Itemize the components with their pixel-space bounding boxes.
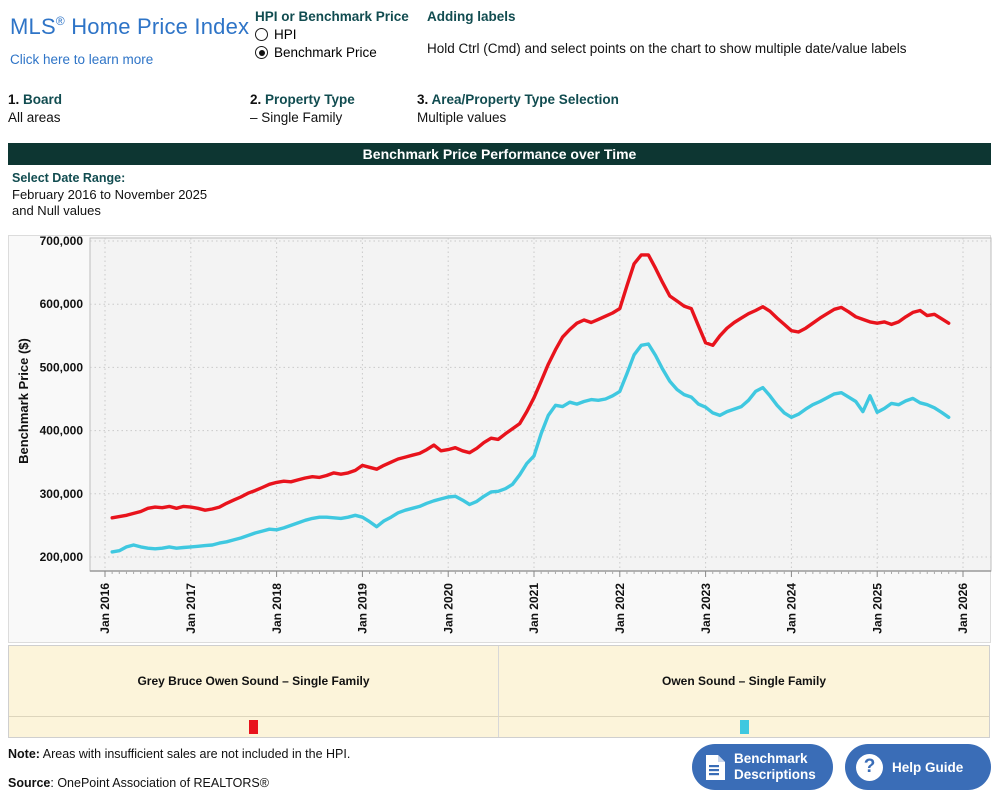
help-guide-button[interactable]: ? Help Guide xyxy=(845,744,991,790)
benchmark-price-chart[interactable]: Benchmark Price ($) 200,000 300,000 400,00… xyxy=(8,235,992,644)
y-axis-tick-labels: 200,000 300,000 400,000 500,000 600,000 700,0… xyxy=(40,236,84,564)
series-line-grey-bruce-owen-sound[interactable] xyxy=(110,253,951,520)
step-value: Multiple values xyxy=(417,110,507,125)
x-axis xyxy=(90,570,991,577)
step-board[interactable]: 1. Board All areas xyxy=(8,92,62,125)
svg-text:Jan 2024: Jan 2024 xyxy=(785,583,799,634)
step-label: Area/Property Type Selection xyxy=(431,92,619,107)
step-property-type[interactable]: 2. Property Type – Single Family xyxy=(250,92,355,125)
radio-button-icon[interactable] xyxy=(255,28,268,41)
button-label: Help Guide xyxy=(892,759,964,775)
step-label: Property Type xyxy=(265,92,355,107)
radio-option-benchmark-price[interactable]: Benchmark Price xyxy=(255,45,409,60)
date-range-heading: Select Date Range: xyxy=(12,171,126,185)
step-label: Board xyxy=(23,92,63,107)
svg-text:Jan 2020: Jan 2020 xyxy=(441,583,455,634)
radio-button-icon[interactable] xyxy=(255,46,268,59)
adding-labels-help: Adding labels Hold Ctrl (Cmd) and select… xyxy=(427,9,987,56)
step-number: 1. xyxy=(8,92,20,107)
radio-option-hpi[interactable]: HPI xyxy=(255,27,409,42)
svg-text:400,000: 400,000 xyxy=(40,424,84,438)
page-title: MLS® Home Price Index xyxy=(10,14,250,39)
legend-swatch-cell[interactable] xyxy=(499,716,989,737)
learn-more-link[interactable]: Click here to learn more xyxy=(10,52,154,67)
svg-text:200,000: 200,000 xyxy=(40,550,84,564)
chart-legend: Grey Bruce Owen Sound – Single Family Ow… xyxy=(8,645,990,738)
step-value: – Single Family xyxy=(250,110,343,125)
date-range-filter[interactable]: Select Date Range: February 2016 to Nove… xyxy=(12,171,207,219)
plot-area[interactable] xyxy=(89,237,992,572)
button-label: Benchmark Descriptions xyxy=(734,751,816,782)
svg-text:600,000: 600,000 xyxy=(40,297,84,311)
step-area-selection[interactable]: 3. Area/Property Type Selection Multiple… xyxy=(417,92,619,125)
svg-text:Jan 2022: Jan 2022 xyxy=(613,583,627,634)
gridlines xyxy=(90,238,991,571)
svg-text:Jan 2016: Jan 2016 xyxy=(98,583,112,634)
svg-text:700,000: 700,000 xyxy=(40,236,84,248)
svg-text:300,000: 300,000 xyxy=(40,487,84,501)
step-number: 3. xyxy=(417,92,429,107)
step-number: 2. xyxy=(250,92,262,107)
svg-text:500,000: 500,000 xyxy=(40,360,84,374)
svg-text:Jan 2021: Jan 2021 xyxy=(527,583,541,634)
svg-text:Jan 2025: Jan 2025 xyxy=(870,583,884,634)
adding-labels-instruction: Hold Ctrl (Cmd) and select points on the… xyxy=(427,41,907,56)
document-icon xyxy=(706,754,725,780)
series-line-owen-sound[interactable] xyxy=(110,342,951,554)
line-chart-canvas[interactable]: 200,000 300,000 400,000 500,000 600,000 700,0… xyxy=(9,236,992,644)
radio-label: HPI xyxy=(274,27,297,42)
svg-text:Jan 2017: Jan 2017 xyxy=(184,583,198,634)
question-mark-icon: ? xyxy=(856,753,883,781)
x-axis-tick-labels: Jan 2016 Jan 2017 Jan 2018 Jan 2019 Jan 2020… xyxy=(98,583,970,634)
radio-label: Benchmark Price xyxy=(274,45,377,60)
svg-text:Jan 2018: Jan 2018 xyxy=(270,583,284,634)
legend-entry-grey-bruce[interactable]: Grey Bruce Owen Sound – Single Family xyxy=(9,646,499,716)
legend-swatch-cell[interactable] xyxy=(9,716,499,737)
adding-labels-heading: Adding labels xyxy=(427,9,516,24)
registered-trademark: ® xyxy=(55,14,65,28)
legend-color-swatch-cyan[interactable] xyxy=(739,720,749,734)
hpi-selector-heading: HPI or Benchmark Price xyxy=(255,9,409,24)
hpi-benchmark-selector: HPI or Benchmark Price HPI Benchmark Pri… xyxy=(255,9,409,60)
benchmark-descriptions-button[interactable]: Benchmark Descriptions xyxy=(692,744,833,790)
note-text: Note: Areas with insufficient sales are … xyxy=(8,747,351,761)
source-text: Source: OnePoint Association of REALTORS… xyxy=(8,776,269,790)
step-value: All areas xyxy=(8,110,61,125)
legend-entry-owen-sound[interactable]: Owen Sound – Single Family xyxy=(661,674,827,688)
svg-text:Jan 2026: Jan 2026 xyxy=(956,583,970,634)
svg-text:Jan 2023: Jan 2023 xyxy=(699,583,713,634)
chart-title-banner: Benchmark Price Performance over Time xyxy=(8,143,991,165)
date-range-value: February 2016 to November 2025 and Null v… xyxy=(12,187,208,218)
svg-text:Jan 2019: Jan 2019 xyxy=(356,583,370,634)
legend-color-swatch-red[interactable] xyxy=(249,720,258,734)
